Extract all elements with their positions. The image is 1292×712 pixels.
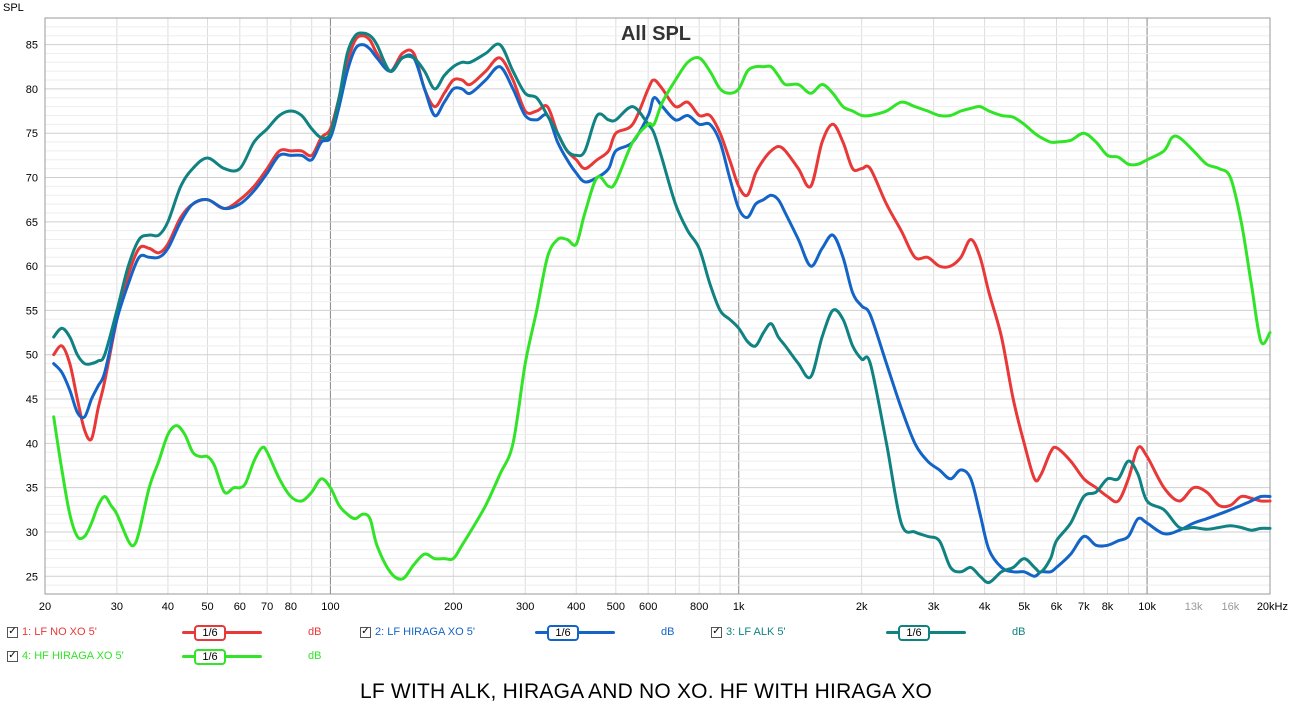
x-tick-label: 300 [516, 601, 534, 613]
x-tick-label: 6k [1051, 601, 1063, 613]
figure-caption: LF WITH ALK, HIRAGA AND NO XO. HF WITH H… [359, 680, 933, 703]
y-tick-label: 40 [26, 438, 38, 450]
series-3-name: 3: LF ALK 5' [726, 626, 786, 638]
x-tick-label: 16k [1222, 601, 1240, 613]
series-line-4 [52, 55, 1272, 581]
x-tick-label: 20kHz [1257, 601, 1288, 613]
y-tick-label: 35 [26, 483, 38, 495]
x-tick-label: 500 [607, 601, 625, 613]
x-tick-label: 8k [1102, 601, 1114, 613]
y-tick-label: 45 [26, 394, 38, 406]
y-axis-ticks: 25 30 35 40 45 50 55 60 65 70 75 80 85 [26, 40, 38, 584]
y-tick-label: 50 [26, 350, 38, 362]
y-tick-label: 30 [26, 527, 38, 539]
y-tick-label: 85 [26, 40, 38, 52]
series-4-name: 4: HF HIRAGA XO 5' [22, 650, 124, 662]
x-tick-label: 600 [639, 601, 657, 613]
x-tick-label: 2k [856, 601, 868, 613]
y-tick-label: 25 [26, 571, 38, 583]
y-tick-label: 80 [26, 84, 38, 96]
x-tick-label: 3k [928, 601, 940, 613]
series-3-checkbox[interactable]: ✓ [711, 626, 722, 638]
y-tick-label: 55 [26, 305, 38, 317]
series-2-smoothing[interactable]: 1/6 [535, 625, 615, 641]
legend-entry-3[interactable]: ✓ 3: LF ALK 5' 1/6 dB [711, 625, 1026, 641]
x-tick-label: 80 [285, 601, 297, 613]
x-axis-ticks: 20 30 40 50 60 70 80 100 200 300 400 500 600 800 1k 2k 3… [39, 601, 1288, 613]
x-tick-label: 40 [162, 601, 174, 613]
x-tick-label: 7k [1078, 601, 1090, 613]
y-tick-label: 75 [26, 128, 38, 140]
x-tick-label: 60 [234, 601, 246, 613]
x-tick-label: 10k [1138, 601, 1156, 613]
x-tick-label: 1k [733, 601, 745, 613]
x-tick-label: 5k [1018, 601, 1030, 613]
legend-entry-2[interactable]: ✓ 2: LF HIRAGA XO 5' 1/6 dB [360, 625, 675, 641]
x-tick-label: 800 [690, 601, 708, 613]
series-3-unit: dB [1012, 626, 1026, 638]
series-1-unit: dB [308, 626, 322, 638]
x-tick-label: 30 [111, 601, 123, 613]
series-1-smoothing[interactable]: 1/6 [182, 625, 262, 641]
legend-entry-4[interactable]: ✓ 4: HF HIRAGA XO 5' 1/6 dB [7, 649, 322, 665]
x-tick-label: 100 [321, 601, 339, 613]
legend-entry-1[interactable]: ✓ 1: LF NO XO 5' 1/6 dB [7, 625, 322, 641]
series-2-unit: dB [661, 626, 675, 638]
plot-frame [44, 17, 1271, 595]
series-1-name: 1: LF NO XO 5' [22, 626, 97, 638]
x-tick-label: 400 [567, 601, 585, 613]
y-axis-label: SPL [3, 2, 24, 14]
series-3-smoothing[interactable]: 1/6 [886, 625, 966, 641]
series-4-unit: dB [308, 650, 322, 662]
x-tick-label: 20 [39, 601, 51, 613]
chart-title: All SPL [621, 23, 691, 45]
x-tick-label: 4k [979, 601, 991, 613]
series-2-checkbox[interactable]: ✓ [360, 626, 371, 638]
series-line-1 [52, 34, 1272, 509]
series-4-checkbox[interactable]: ✓ [7, 650, 18, 662]
series-4-smoothing[interactable]: 1/6 [182, 649, 262, 665]
x-tick-label: 70 [261, 601, 273, 613]
series-1-checkbox[interactable]: ✓ [7, 626, 18, 638]
x-tick-label: 200 [444, 601, 462, 613]
y-tick-label: 60 [26, 261, 38, 273]
series-2-name: 2: LF HIRAGA XO 5' [375, 626, 475, 638]
y-tick-label: 70 [26, 173, 38, 185]
x-tick-label: 13k [1185, 601, 1203, 613]
y-tick-label: 65 [26, 217, 38, 229]
x-tick-label: 50 [201, 601, 213, 613]
series-line-2 [52, 43, 1272, 578]
series-line-3 [52, 31, 1272, 585]
series-lines [52, 31, 1272, 585]
grid-lines [44, 17, 1271, 595]
